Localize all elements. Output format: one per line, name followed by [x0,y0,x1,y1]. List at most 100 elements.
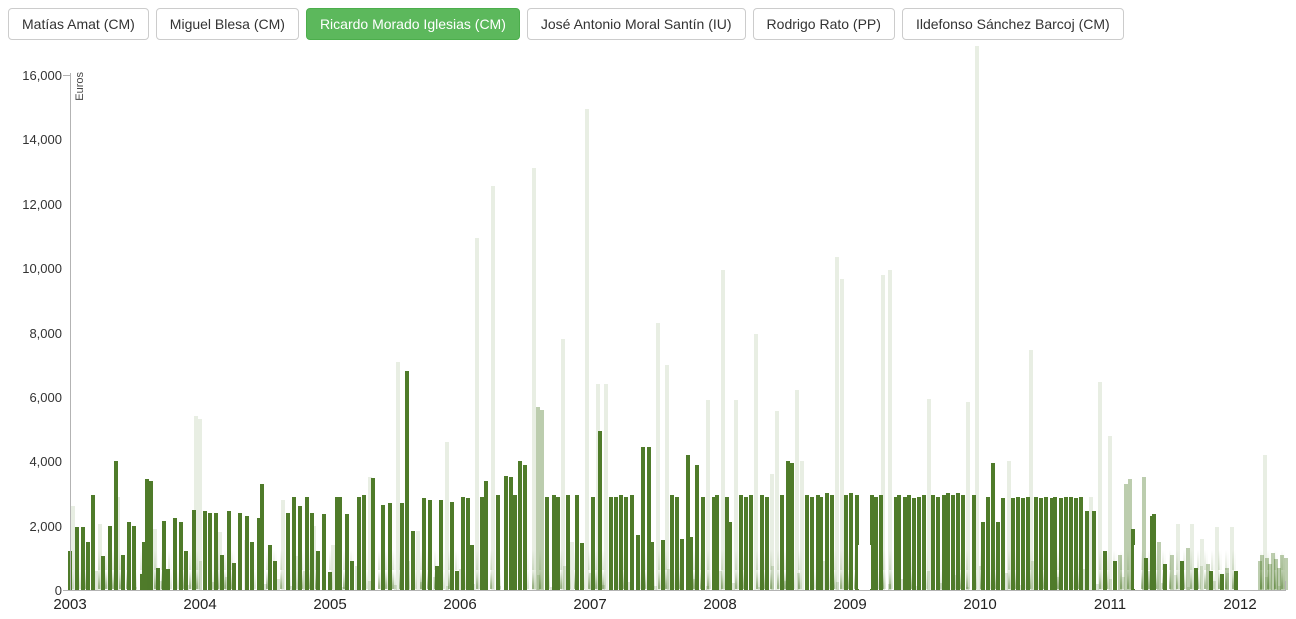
bar-others-medium [1277,567,1281,590]
x-tick-label: 2011 [1093,596,1127,613]
bar-others-light [733,400,738,590]
bar-selected [1010,498,1015,590]
bar-selected [148,480,153,590]
bar-selected [950,495,955,590]
bar-others-light [569,541,574,590]
bar-selected [906,495,911,590]
bar-noise [1264,576,1268,590]
bar-others-light [152,528,157,590]
bar-selected [220,554,225,590]
bar-noise [1095,583,1099,590]
bar-selected [291,496,296,590]
bar-selected [922,495,927,590]
person-tab-2[interactable]: Miguel Blesa (CM) [155,8,299,40]
bar-noise [1225,573,1229,590]
bar-selected [208,512,213,591]
bar-others-light [70,506,75,590]
bar-noise [81,586,85,590]
bar-noise [1069,585,1073,590]
bar-noise [94,570,98,590]
bar-selected [805,495,810,590]
bar-selected [650,541,655,590]
person-tab-1[interactable]: Matías Amat (CM) [8,8,149,40]
bar-others-light [445,441,449,590]
bar-selected [434,565,439,590]
bar-selected [931,495,936,590]
x-tick-label: 2004 [183,596,217,613]
bar-noise [705,586,709,590]
bar-selected [945,493,950,590]
bar-selected [142,541,147,590]
bar-others-light [754,334,759,590]
bar-noise [809,584,813,591]
bar-others-medium [1127,479,1132,590]
bar-others-medium [1170,554,1175,590]
bar-selected [660,540,665,590]
bar-others-medium [1260,554,1265,590]
bar-others-light [281,499,286,590]
bar-selected [455,570,460,590]
bar-selected [1144,557,1149,590]
bar-selected [370,478,375,590]
bar-selected [460,496,465,590]
bar-selected [1001,498,1006,590]
bar-noise [549,587,553,590]
bar-noise [887,583,891,590]
bar-selected [1152,514,1157,590]
bar-noise [952,574,956,590]
bar-noise [770,565,774,590]
bar-selected [399,503,404,590]
bar-selected [1020,498,1025,590]
bar-selected [941,495,946,590]
bar-selected [517,461,522,591]
bar-noise [1199,565,1203,590]
bar-others-light [975,46,980,590]
y-tick-label: 8,000 [29,325,62,341]
bar-noise [159,581,163,590]
bar-noise [939,582,943,590]
bar-selected [1092,511,1097,590]
bar-others-light [799,461,804,591]
y-tick-label: 16,000 [22,68,62,83]
bar-selected [961,495,966,590]
bar-selected [1234,570,1239,590]
bar-selected [985,496,990,590]
bar-selected [815,495,820,590]
bar-selected [1193,567,1198,590]
bar-others-medium [1265,557,1270,590]
bar-selected [1058,498,1063,590]
bar-selected [1069,496,1073,590]
bar-noise [913,586,917,590]
bar-selected [309,512,314,591]
bar-selected [728,522,733,590]
bar-selected [624,496,629,590]
bar-noise [757,587,761,590]
no-data-gap [1134,545,1140,589]
bar-noise [991,581,995,590]
bar-selected [361,495,366,590]
bar-selected [879,495,884,590]
bar-selected [764,496,769,590]
y-tick-label: 12,000 [22,196,62,212]
x-tick-label: 2006 [443,596,477,613]
bar-noise [627,582,631,590]
person-tab-5[interactable]: Rodrigo Rato (PP) [752,8,895,40]
bar-noise [562,565,566,590]
bar-others-medium [1141,477,1146,590]
bar-selected [980,522,985,590]
bar-selected [338,496,343,590]
bar-selected [1063,496,1068,590]
bar-selected [565,495,570,590]
bar-others-light [927,398,932,590]
bar-selected [350,561,355,590]
bar-noise [1186,587,1190,590]
y-axis-title: Euros [74,72,86,101]
person-tab-3[interactable]: Ricardo Morado Iglesias (CM) [305,8,520,40]
bar-others-medium [1283,557,1288,590]
bar-selected [870,495,875,590]
bar-noise [1160,582,1164,590]
person-tab-6[interactable]: Ildefonso Sánchez Barcoj (CM) [901,8,1124,40]
bar-selected [1219,573,1224,590]
bar-selected [1015,496,1020,590]
person-tab-4[interactable]: José Antonio Moral Santín (IU) [526,8,746,40]
